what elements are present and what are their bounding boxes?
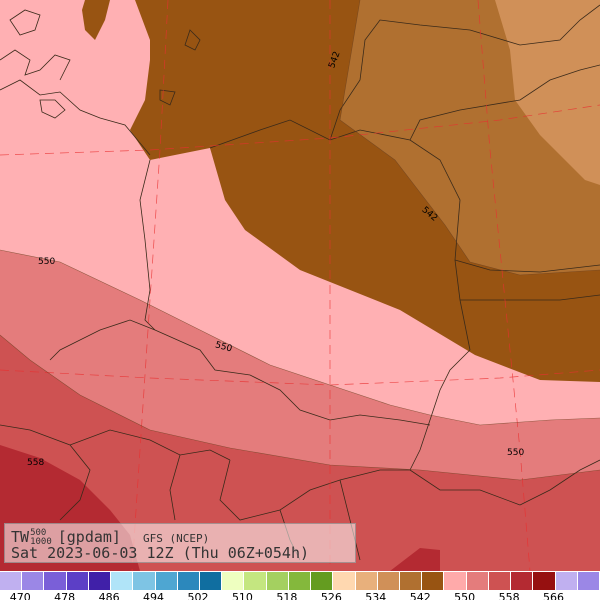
legend-swatch	[333, 572, 356, 590]
band-526	[495, 0, 600, 185]
legend-tick-label: 502	[187, 591, 209, 600]
legend-swatch	[44, 572, 67, 590]
contour-label: 558	[27, 458, 44, 468]
legend-tick-label: 478	[54, 591, 76, 600]
legend-swatch	[377, 572, 400, 590]
legend-tick-label: 550	[454, 591, 476, 600]
legend-swatch	[422, 572, 445, 590]
legend-tick-label: 486	[98, 591, 120, 600]
legend-swatch	[444, 572, 467, 590]
contour-label: 550	[214, 340, 233, 354]
legend-swatch	[577, 572, 600, 590]
legend-swatch	[200, 572, 223, 590]
band-574-east	[390, 548, 440, 571]
legend-swatch	[555, 572, 578, 590]
legend-swatch	[266, 572, 289, 590]
variable-levels: 500 1000	[30, 527, 52, 547]
contour-lines	[0, 0, 600, 481]
legend-tick-label: 558	[498, 591, 520, 600]
legend-swatch	[466, 572, 489, 590]
legend-tick-label: 494	[143, 591, 165, 600]
legend-tick-label: 470	[9, 591, 31, 600]
variable-level-bottom: 1000	[30, 536, 52, 547]
legend-swatch	[511, 572, 534, 590]
legend-swatch	[488, 572, 512, 590]
variable-level-top: 500	[30, 527, 47, 538]
legend-swatch	[288, 572, 312, 590]
color-legend: 470 478 486 494 502 510 518 526 534 542 550 558 566	[0, 571, 600, 600]
legend-swatch	[400, 572, 423, 590]
legend-swatch	[66, 572, 89, 590]
legend-swatch	[177, 572, 200, 590]
map-title-box: TW 500 1000 [gpdam] GFS (NCEP) Sat 2023-06-0…	[4, 523, 356, 563]
legend-tick-label: 526	[320, 591, 342, 600]
legend-swatch	[244, 572, 267, 590]
borders	[0, 4, 600, 561]
legend-tick-label: 518	[276, 591, 298, 600]
legend-tick-label: 510	[231, 591, 253, 600]
thickness-map: 542 542 550 550 550 558	[0, 0, 600, 571]
legend-swatch	[111, 572, 134, 590]
legend-tick-label: 566	[543, 591, 565, 600]
legend-swatch	[311, 572, 334, 590]
model-source: GFS (NCEP)	[142, 532, 210, 545]
variable-unit: [gpdam]	[57, 528, 121, 546]
legend-swatch	[355, 572, 378, 590]
variable-name: TW	[11, 528, 30, 546]
legend-swatch	[533, 572, 556, 590]
valid-time: Sat 2023-06-03 12Z (Thu 06Z+054h)	[11, 544, 310, 562]
legend-swatch	[88, 572, 112, 590]
legend-swatch	[133, 572, 156, 590]
map-title: TW 500 1000 [gpdam] GFS (NCEP)	[11, 528, 209, 547]
legend-swatch	[155, 572, 178, 590]
band-542-north	[82, 0, 110, 40]
legend-swatch	[22, 572, 45, 590]
band-566	[0, 335, 600, 571]
legend-tick-label: 542	[409, 591, 431, 600]
legend-swatch	[222, 572, 245, 590]
contour-label: 550	[38, 257, 55, 267]
legend-swatch	[0, 572, 23, 590]
legend-tick-label: 534	[365, 591, 387, 600]
contour-label: 550	[507, 448, 524, 458]
